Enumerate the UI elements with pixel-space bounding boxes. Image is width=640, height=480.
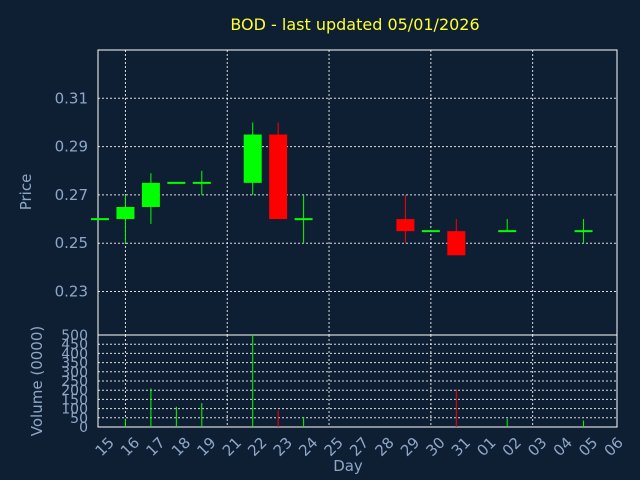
price-tick-labels: 0.31 0.29 0.27 0.25 0.23: [55, 89, 88, 300]
volume-panel-frame: [97, 334, 618, 428]
x-axis-label: Day: [333, 457, 363, 475]
day-tick-label: 19: [193, 434, 219, 460]
volume-tick-label: 100: [61, 402, 88, 418]
candle-body: [116, 206, 135, 220]
day-tick-label: 22: [244, 434, 270, 460]
day-tick-label: 18: [168, 434, 194, 460]
day-tick-label: 30: [422, 434, 448, 460]
day-tick-label: 17: [142, 434, 168, 460]
volume-tick-label: 300: [61, 365, 88, 381]
day-tick-label: 24: [295, 434, 321, 460]
day-tick-label: 21: [219, 434, 245, 460]
day-tick-label: 15: [92, 434, 118, 460]
volume-tick-label: 350: [61, 356, 88, 372]
price-panel-frame: [97, 49, 618, 336]
price-axis-label: Price: [17, 174, 35, 211]
volume-grid: [98, 335, 617, 427]
day-tick-label: 06: [601, 434, 627, 460]
day-tick-label: 01: [473, 434, 499, 460]
day-tick-label: 04: [550, 434, 576, 460]
day-tick-label: 02: [499, 434, 525, 460]
volume-axis-label: Volume (0000): [28, 326, 46, 436]
volume-tick-label: 150: [61, 392, 88, 408]
day-tick-label: 23: [270, 434, 296, 460]
day-tick-label: 16: [117, 434, 143, 460]
day-tick-label: 25: [321, 434, 347, 460]
price-tick-label: 0.27: [55, 186, 88, 204]
chart-title: BOD - last updated 05/01/2026: [230, 15, 479, 34]
candle-body: [396, 219, 415, 232]
volume-tick-label: 0: [79, 420, 88, 436]
day-tick-label: 29: [397, 434, 423, 460]
day-tick-label: 05: [575, 434, 601, 460]
day-tick-label: 27: [346, 434, 372, 460]
day-tick-label: 31: [448, 434, 474, 460]
day-tick-labels: 15 16 17 18 19 21 22 23 24 25 27 28 29 30 31 01 02 03 04 05…: [92, 434, 627, 460]
candle-body: [269, 134, 288, 220]
volume-tick-label: 50: [70, 411, 88, 427]
day-tick-label: 28: [372, 434, 398, 460]
volume-tick-label: 200: [61, 383, 88, 399]
candle-body: [141, 182, 160, 207]
price-tick-label: 0.31: [55, 89, 88, 107]
price-tick-label: 0.23: [55, 283, 88, 301]
volume-bars: [124, 335, 585, 427]
volume-tick-label: 250: [61, 374, 88, 390]
volume-tick-label: 500: [61, 328, 88, 344]
candle-body: [447, 231, 466, 256]
volume-tick-label: 450: [61, 337, 88, 353]
candle-body: [243, 134, 262, 183]
price-grid: [98, 50, 617, 335]
volume-tick-label: 400: [61, 346, 88, 362]
price-tick-label: 0.29: [55, 138, 88, 156]
price-tick-label: 0.25: [55, 234, 88, 252]
candles: [91, 122, 593, 256]
day-tick-label: 03: [524, 434, 550, 460]
